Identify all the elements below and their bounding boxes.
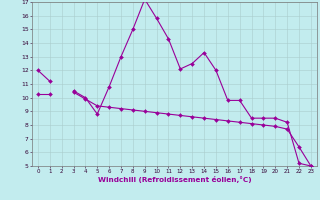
X-axis label: Windchill (Refroidissement éolien,°C): Windchill (Refroidissement éolien,°C): [98, 176, 251, 183]
